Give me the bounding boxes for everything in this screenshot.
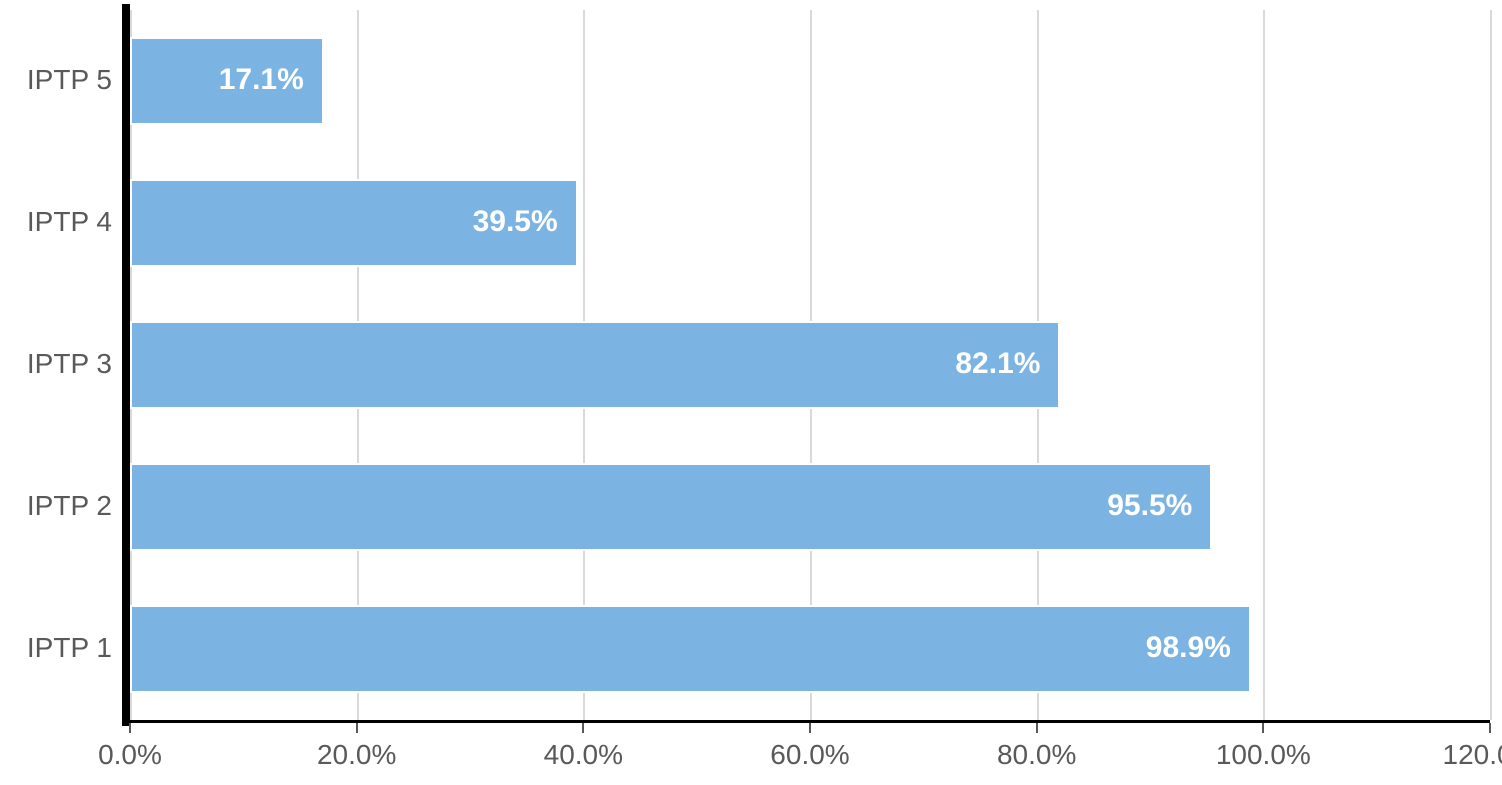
bar-value-label: 95.5%	[1072, 489, 1192, 523]
x-tick-mark	[356, 723, 358, 733]
x-tick-label: 60.0%	[750, 739, 870, 771]
x-tick-label: 120.0%	[1430, 739, 1502, 771]
x-tick-label: 0.0%	[70, 739, 190, 771]
y-tick-label: IPTP 3	[0, 348, 112, 380]
bar	[130, 605, 1251, 693]
x-tick-label: 100.0%	[1203, 739, 1323, 771]
gridline	[1263, 10, 1265, 720]
x-tick-mark	[1262, 723, 1264, 733]
x-tick-mark	[129, 723, 131, 733]
x-tick-mark	[1036, 723, 1038, 733]
bar	[130, 463, 1212, 551]
bar-value-label: 17.1%	[184, 63, 304, 97]
x-tick-mark	[809, 723, 811, 733]
y-tick-label: IPTP 2	[0, 490, 112, 522]
bar-value-label: 98.9%	[1111, 631, 1231, 665]
x-tick-mark	[582, 723, 584, 733]
y-axis-line	[122, 4, 130, 726]
bar-chart: 17.1% 39.5% 82.1% 95.5% 98.9% IPTP 5 IPTP 4 IP…	[0, 0, 1502, 785]
y-tick-label: IPTP 1	[0, 632, 112, 664]
gridline	[1490, 10, 1492, 720]
x-tick-label: 20.0%	[297, 739, 417, 771]
x-tick-mark	[1489, 723, 1491, 733]
x-tick-label: 80.0%	[977, 739, 1097, 771]
bar-value-label: 39.5%	[438, 205, 558, 239]
y-tick-label: IPTP 5	[0, 64, 112, 96]
plot-area: 17.1% 39.5% 82.1% 95.5% 98.9%	[130, 10, 1490, 720]
x-tick-label: 40.0%	[523, 739, 643, 771]
bar-value-label: 82.1%	[920, 347, 1040, 381]
y-tick-label: IPTP 4	[0, 206, 112, 238]
